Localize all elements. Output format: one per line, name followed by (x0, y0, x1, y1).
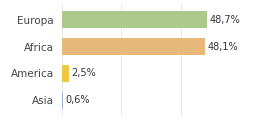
Bar (62, 11, 207, 28)
Text: 0,6%: 0,6% (66, 95, 90, 105)
Bar (62, 92, 63, 109)
Text: 48,7%: 48,7% (209, 15, 240, 25)
Bar (62, 38, 205, 55)
Text: 2,5%: 2,5% (71, 68, 96, 78)
Text: 48,1%: 48,1% (207, 42, 238, 52)
Bar (62, 65, 69, 82)
